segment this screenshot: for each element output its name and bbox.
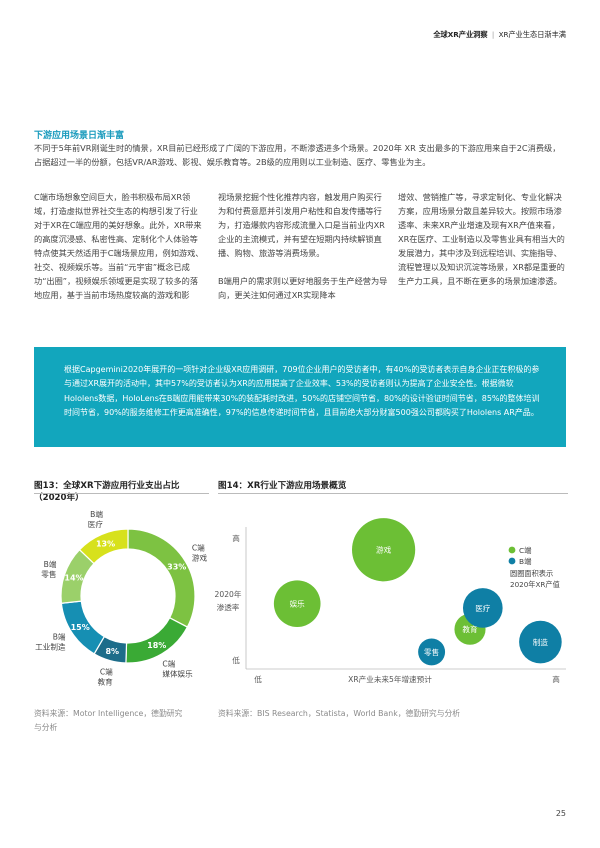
donut-percent-label: 13% xyxy=(96,540,115,549)
donut-category-label: 医疗 xyxy=(88,519,104,529)
figure-13-title-line1: 图13：全球XR下游应用行业支出占比 xyxy=(34,481,180,491)
x-axis-low-label: 低 xyxy=(254,674,262,684)
donut-slices xyxy=(60,528,196,664)
body-column-2: 视场景挖掘个性化推荐内容，触发用户购买行为和付费意愿并引发用户粘性和自发传播等行… xyxy=(218,190,388,302)
bubble-label: 制造 xyxy=(533,637,549,647)
bubble-point xyxy=(418,638,446,666)
bubble-label: 医疗 xyxy=(475,603,491,613)
donut-category-label: B端 xyxy=(44,559,57,569)
bubble-legend: C端 B端 圆圈面积表示 2020年XR产值 xyxy=(508,546,560,589)
donut-slice xyxy=(127,528,196,628)
donut-category-label: 零售 xyxy=(41,569,56,579)
bubble-label: 游戏 xyxy=(376,545,392,555)
figure-13-source: 资料来源：Motor Intelligence，德勤研究 与分析 xyxy=(34,707,204,735)
figure-13-title: 图13：全球XR下游应用行业支出占比 （2020年） xyxy=(34,480,214,504)
header-title: 全球XR产业洞察 xyxy=(433,30,488,39)
donut-percent-label: 8% xyxy=(105,647,119,656)
bubble-point xyxy=(462,588,503,628)
figure-13-divider xyxy=(34,493,209,494)
section-title: 下游应用场景日渐丰富 xyxy=(34,131,125,141)
donut-category-label: 工业制造 xyxy=(35,642,66,652)
page-number: 25 xyxy=(555,809,566,818)
bubble-point xyxy=(273,580,321,628)
bubble-label: 教育 xyxy=(462,624,478,634)
bubble-point xyxy=(454,613,486,645)
donut-percent-label: 33% xyxy=(167,562,186,571)
figure-14-source: 资料来源：BIS Research，Statista，World Bank，德勤… xyxy=(218,709,461,718)
header-separator: | xyxy=(491,30,495,39)
bubble-label: 零售 xyxy=(424,647,439,657)
y-axis-high-label: 高 xyxy=(232,533,240,543)
donut-category-label: C端 xyxy=(192,543,205,553)
figure-14-divider xyxy=(218,493,568,494)
legend-note-line2: 2020年XR产值 xyxy=(510,580,560,589)
section-intro: 不同于5年前VR刚诞生时的情景，XR目前已经形成了广阔的下游应用，不断渗透进多个… xyxy=(34,143,561,167)
y-axis-title-line1: 2020年 xyxy=(215,589,242,599)
page-header: 全球XR产业洞察 | XR产业生态日渐丰满 xyxy=(433,30,566,40)
legend-c-label: C端 xyxy=(519,546,532,555)
body-column-1: C端市场想象空间巨大，脸书积极布局XR领域，打造虚拟世界社交生态的构想引发了行业… xyxy=(34,190,204,302)
legend-b-label: B端 xyxy=(519,557,532,566)
donut-category-label: 教育 xyxy=(98,677,114,687)
column-1-text: C端市场想象空间巨大，脸书积极布局XR领域，打造虚拟世界社交生态的构想引发了行业… xyxy=(34,192,204,300)
donut-slice xyxy=(93,635,128,664)
y-axis-title-line2: 渗透率 xyxy=(217,602,240,612)
donut-percent-label: 18% xyxy=(147,641,166,650)
donut-category-label: C端 xyxy=(162,659,175,669)
figure-13-title-line2: （2020年） xyxy=(34,493,84,503)
donut-slice xyxy=(60,600,106,655)
donut-slice xyxy=(60,548,95,604)
figure-14-title: 图14：XR行业下游应用场景概览 xyxy=(218,481,347,491)
legend-c-marker xyxy=(508,546,516,554)
figure-13-source-line2: 与分析 xyxy=(34,723,58,732)
body-column-3: 增效、营销推广等，寻求定制化、专业化解决方案，应用场景分散且差异较大。按照市场渗… xyxy=(398,190,568,288)
donut-category-label: B端 xyxy=(53,632,66,642)
column-3-text: 增效、营销推广等，寻求定制化、专业化解决方案，应用场景分散且差异较大。按照市场渗… xyxy=(398,192,565,286)
column-2-text-b: B端用户的需求则以更好地服务于生产经营为导向，更关注如何通过XR实现降本 xyxy=(218,276,388,300)
legend-note-line1: 圆圈面积表示 xyxy=(510,569,553,578)
callout-box: 根据Capgemini2020年展开的一项针对企业级XR应用调研，709位企业用… xyxy=(34,347,566,447)
donut-percent-label: 15% xyxy=(71,623,90,632)
donut-slice xyxy=(78,528,129,565)
donut-category-label: C端 xyxy=(100,667,113,677)
x-axis-high-label: 高 xyxy=(552,674,560,684)
bubble-point xyxy=(519,620,562,664)
callout-text: 根据Capgemini2020年展开的一项针对企业级XR应用调研，709位企业用… xyxy=(64,365,540,417)
legend-b-marker xyxy=(508,557,516,565)
donut-percent-labels: 33% 18% 8% 15% 14% 13% xyxy=(64,540,186,656)
bubble-label: 娱乐 xyxy=(290,599,306,609)
donut-category-label: 媒体娱乐 xyxy=(162,669,193,679)
x-axis-title: XR产业未来5年增速预计 xyxy=(348,674,432,684)
donut-percent-label: 14% xyxy=(64,574,83,583)
header-subtitle: XR产业生态日渐丰满 xyxy=(498,30,566,39)
bubble-point xyxy=(352,518,416,582)
donut-category-label: 游戏 xyxy=(192,553,208,563)
column-2-text-a: 视场景挖掘个性化推荐内容，触发用户购买行为和付费意愿并引发用户粘性和自发传播等行… xyxy=(218,192,385,258)
donut-slice xyxy=(125,616,189,664)
figure-13-source-line1: 资料来源：Motor Intelligence，德勤研究 xyxy=(34,709,183,718)
y-axis-low-label: 低 xyxy=(232,655,240,665)
donut-category-label: B端 xyxy=(90,509,103,519)
